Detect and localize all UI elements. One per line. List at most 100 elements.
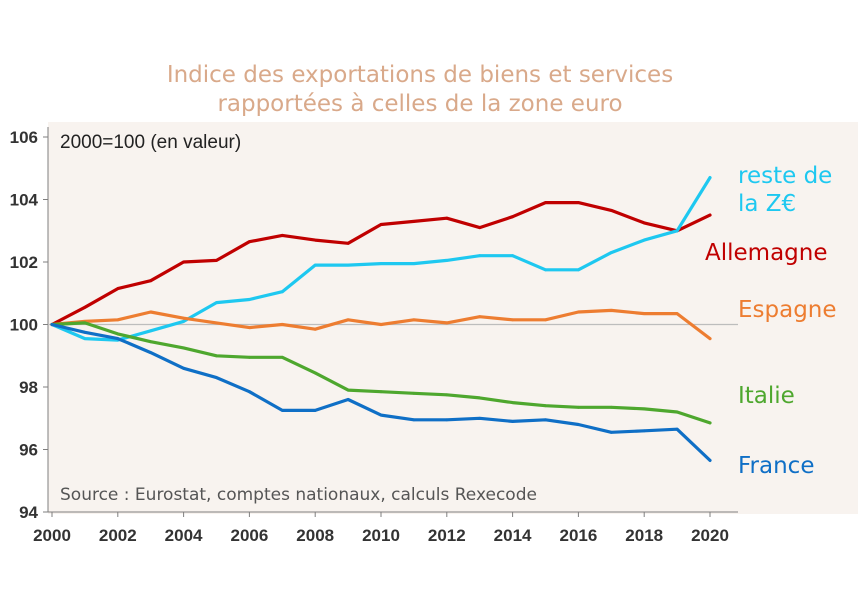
data-point-reste-de-la-z xyxy=(280,290,284,294)
data-point-allemagne xyxy=(313,238,317,242)
data-point-allemagne xyxy=(182,260,186,264)
data-point-espagne xyxy=(182,316,186,320)
data-point-espagne xyxy=(346,318,350,322)
data-point-allemagne xyxy=(280,234,284,237)
y-tick-label: 98 xyxy=(19,378,38,397)
data-point-italie xyxy=(116,332,120,336)
data-point-allemagne xyxy=(215,259,218,262)
x-tick-label: 2000 xyxy=(33,526,71,545)
data-point-france xyxy=(83,330,87,334)
data-point-france xyxy=(642,429,646,433)
data-point-reste-de-la-z xyxy=(445,259,449,262)
data-point-reste-de-la-z xyxy=(149,329,153,333)
chart-title-line-1: Indice des exportations de biens et serv… xyxy=(167,62,673,88)
data-point-italie xyxy=(445,393,449,397)
data-point-espagne xyxy=(313,327,317,331)
data-point-france xyxy=(577,423,580,426)
data-point-france xyxy=(708,459,712,462)
data-point-espagne xyxy=(544,318,547,322)
data-point-reste-de-la-z xyxy=(313,263,317,267)
data-point-allemagne xyxy=(149,279,153,283)
data-point-france xyxy=(675,427,679,431)
data-point-allemagne xyxy=(379,223,383,226)
data-point-reste-de-la-z xyxy=(478,254,482,258)
data-point-espagne xyxy=(149,310,153,314)
data-point-espagne xyxy=(116,318,120,322)
data-point-reste-de-la-z xyxy=(544,268,547,272)
data-point-reste-de-la-z xyxy=(642,238,646,242)
series-label-allemagne: Allemagne xyxy=(705,240,828,266)
chart-title-line-2: rapportées à celles de la zone euro xyxy=(217,91,622,117)
data-point-france xyxy=(346,398,350,401)
data-point-italie xyxy=(215,354,218,358)
data-point-espagne xyxy=(478,315,482,319)
data-point-italie xyxy=(280,355,284,359)
data-point-reste-de-la-z xyxy=(379,262,383,265)
data-point-italie xyxy=(248,355,251,359)
data-point-italie xyxy=(83,321,87,325)
data-point-allemagne xyxy=(346,241,350,245)
data-point-france xyxy=(248,390,251,394)
x-tick-label: 2006 xyxy=(230,526,268,545)
data-point-italie xyxy=(149,340,153,344)
data-point-espagne xyxy=(379,323,383,326)
data-point-allemagne xyxy=(544,201,547,205)
data-point-reste-de-la-z xyxy=(675,229,679,233)
y-tick-label: 100 xyxy=(10,316,38,335)
x-tick-label: 2010 xyxy=(362,526,400,545)
data-point-france xyxy=(280,409,284,412)
data-point-france xyxy=(544,418,547,422)
data-point-france xyxy=(50,323,54,326)
data-point-italie xyxy=(577,405,580,409)
data-point-reste-de-la-z xyxy=(182,320,186,323)
data-point-reste-de-la-z xyxy=(511,254,514,258)
data-point-allemagne xyxy=(478,226,482,230)
data-point-allemagne xyxy=(511,215,514,219)
data-point-france xyxy=(215,376,218,379)
data-point-france xyxy=(379,413,383,417)
data-point-espagne xyxy=(675,312,679,315)
data-point-reste-de-la-z xyxy=(577,268,580,272)
data-point-reste-de-la-z xyxy=(83,337,87,340)
data-point-france xyxy=(149,351,153,354)
data-point-italie xyxy=(642,407,646,411)
data-point-france xyxy=(116,337,120,340)
data-point-espagne xyxy=(511,318,514,322)
data-point-italie xyxy=(379,390,383,394)
x-tick-label: 2016 xyxy=(559,526,597,545)
plot-area xyxy=(48,122,858,514)
data-point-france xyxy=(412,418,416,422)
data-point-espagne xyxy=(412,318,416,322)
series-label-reste-de-la-z: la Z€ xyxy=(738,191,796,217)
y-tick-label: 96 xyxy=(19,441,38,460)
data-point-italie xyxy=(544,404,547,408)
data-point-allemagne xyxy=(708,213,712,217)
data-point-espagne xyxy=(609,309,613,312)
series-label-france: France xyxy=(738,453,814,479)
data-point-espagne xyxy=(280,323,284,326)
data-point-france xyxy=(313,409,317,412)
data-point-espagne xyxy=(642,312,646,315)
data-point-espagne xyxy=(215,321,218,325)
data-point-france xyxy=(511,420,514,423)
data-point-italie xyxy=(346,388,350,392)
data-point-allemagne xyxy=(577,201,580,205)
x-tick-label: 2004 xyxy=(165,526,203,545)
data-point-allemagne xyxy=(248,240,251,244)
data-point-italie xyxy=(511,401,514,404)
data-point-italie xyxy=(708,421,712,425)
data-point-reste-de-la-z xyxy=(609,251,613,255)
series-label-reste-de-la-z: reste de xyxy=(738,163,832,189)
unit-note: 2000=100 (en valeur) xyxy=(60,132,241,153)
data-point-allemagne xyxy=(412,220,416,223)
data-point-italie xyxy=(675,410,679,414)
y-tick-label: 106 xyxy=(10,128,38,147)
data-point-france xyxy=(445,418,449,422)
data-point-reste-de-la-z xyxy=(708,176,712,180)
axes: 94 96 98 100 102 104 106 2000 2002 2004 2006 2008 20… xyxy=(10,127,738,545)
y-tick-label: 94 xyxy=(19,503,38,522)
x-tick-label: 2018 xyxy=(625,526,663,545)
data-point-italie xyxy=(478,396,482,400)
